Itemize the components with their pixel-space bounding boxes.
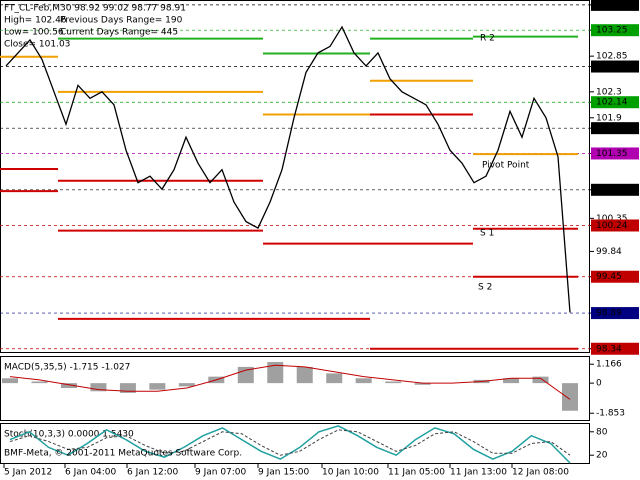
y-tick-label: 0 (596, 379, 602, 389)
price-box-label: 103.64 (596, 0, 628, 10)
x-tick-label: 11 Jan 05:00 (388, 468, 445, 478)
x-tick-label: 11 Jan 13:00 (450, 468, 507, 478)
price-box (591, 183, 639, 196)
price-box (591, 147, 639, 160)
panel-title: MACD(5,35,5) -1.715 -1.027 (4, 363, 130, 373)
macd-bar (296, 366, 313, 384)
price-box (591, 0, 639, 11)
price-box-label: 101.35 (596, 149, 628, 159)
macd-bar (503, 378, 520, 384)
y-tick-label: 101.9 (596, 113, 622, 123)
price-box-label: 103.25 (596, 26, 628, 36)
price-box (591, 307, 639, 320)
indicator-line (9, 429, 571, 456)
level-label: S 2 (478, 283, 492, 293)
macd-bar (385, 381, 402, 384)
price-box-label: 98.34 (596, 344, 622, 354)
x-tick-label: 12 Jan 08:00 (512, 468, 569, 478)
price-box-label: 100.79 (596, 185, 628, 195)
price-box-label: 98.89 (596, 309, 622, 319)
macd-bar (414, 383, 431, 385)
price-box-label: 101.74 (596, 124, 628, 134)
price-box (591, 24, 639, 37)
x-tick-label: 6 Jan 04:00 (65, 468, 117, 478)
x-tick-label: 9 Jan 07:00 (195, 468, 247, 478)
y-tick-label: 99.84 (596, 247, 622, 257)
info-text: Close= 101.03 (4, 40, 70, 50)
macd-bar (267, 362, 284, 384)
macd-bar (178, 383, 195, 387)
macd-bar (562, 383, 578, 411)
y-tick-label: 20 (596, 451, 608, 461)
y-tick-label: 102.85 (596, 52, 628, 62)
info-text: Low= 100.56 (4, 28, 64, 38)
price-box-label: 99.45 (596, 272, 622, 282)
price-box-label: 100.24 (596, 221, 628, 231)
macd-bar (355, 378, 372, 384)
x-tick-label: 9 Jan 15:00 (258, 468, 310, 478)
info-text: High= 102.46 (4, 16, 67, 26)
stoch-frame (0, 423, 590, 464)
macd-frame (0, 356, 590, 421)
y-tick-label: 100.35 (596, 214, 628, 224)
chart-title: FT_CL-Feb,M30 98.92 99.02 98.77 98.91 (4, 4, 186, 14)
panel-title: Stoch(10,3,3) 0.0000 1.5430 (4, 430, 134, 440)
macd-bar (2, 378, 18, 384)
macd-bar (326, 373, 343, 384)
level-label: S 1 (480, 229, 494, 239)
level-label: Pivot Point (482, 161, 530, 171)
close-line (5, 25, 571, 313)
price-box (591, 219, 639, 232)
y-tick-label: 1.166 (596, 360, 622, 370)
info-text: Previous Days Range= 190 (60, 16, 183, 26)
price-box (591, 342, 639, 355)
y-tick-label: 102.3 (596, 87, 622, 97)
macd-bar (532, 376, 549, 384)
price-box (591, 60, 639, 73)
macd-bar (90, 383, 107, 392)
copyright: BMF-Meta, © 2001-2011 MetaQuotes Softwar… (4, 449, 242, 459)
info-text: Current Days Range= 445 (60, 28, 178, 38)
level-label: R 2 (480, 34, 495, 44)
y-tick-label: -1.853 (596, 409, 625, 419)
main-frame (0, 0, 590, 353)
indicator-line (9, 364, 571, 400)
y-tick-label: 80 (596, 427, 608, 437)
macd-bar (149, 383, 166, 390)
price-box-label: 102.69 (596, 62, 628, 72)
price-box-label: 102.14 (596, 98, 628, 108)
x-tick-label: 10 Jan 10:00 (322, 468, 379, 478)
macd-bar (31, 381, 48, 384)
macd-bar (119, 383, 136, 393)
price-box (591, 96, 639, 109)
x-tick-label: 6 Jan 12:00 (127, 468, 179, 478)
macd-bar (60, 383, 77, 389)
x-tick-label: 5 Jan 2012 (4, 468, 52, 478)
price-box (591, 122, 639, 135)
price-box (591, 270, 639, 283)
